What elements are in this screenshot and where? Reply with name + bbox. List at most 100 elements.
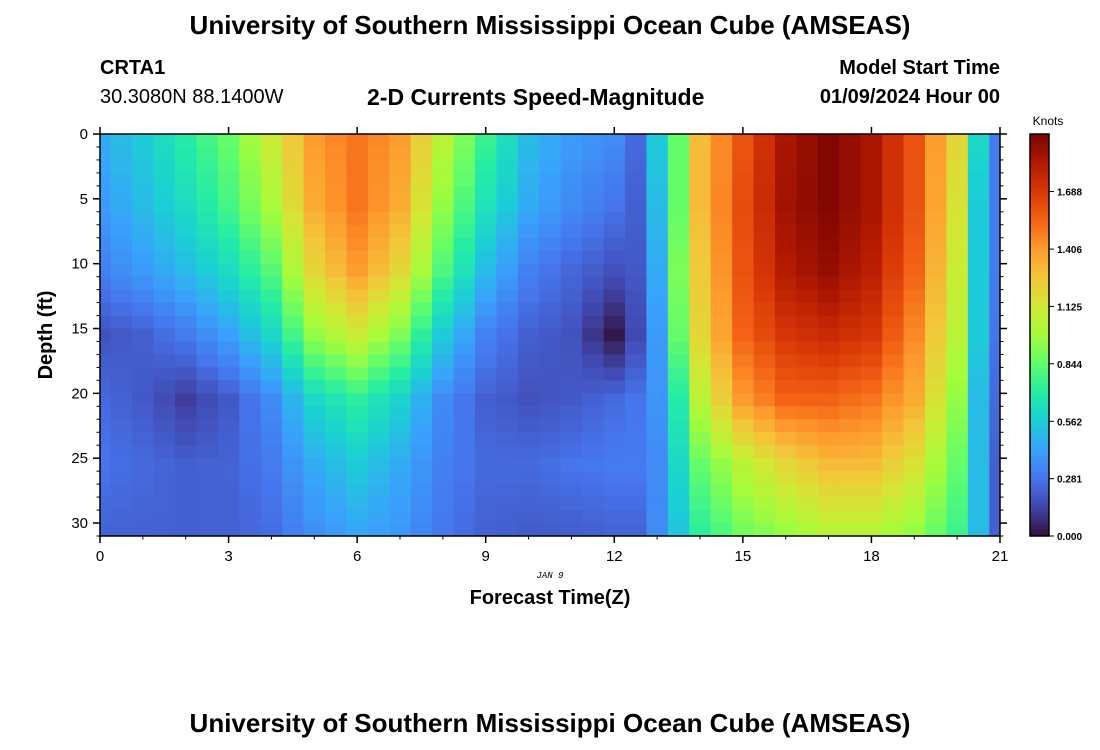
heatmap-cell: [732, 185, 754, 200]
colorbar-segment: [1030, 351, 1049, 356]
heatmap-cell: [603, 406, 626, 420]
heatmap-cell: [882, 172, 904, 187]
heatmap-cell: [132, 406, 154, 420]
heatmap-cell: [496, 523, 519, 537]
heatmap-cell: [432, 185, 454, 200]
heatmap-cell: [132, 237, 154, 252]
heatmap-cell: [260, 134, 283, 148]
colorbar-segment: [1030, 438, 1049, 443]
heatmap-cell: [517, 263, 540, 278]
colorbar-segment: [1030, 512, 1049, 517]
heatmap-cell: [282, 419, 304, 433]
heatmap-cell: [110, 523, 133, 537]
heatmap-cell: [667, 484, 690, 498]
heatmap-cell: [303, 159, 326, 174]
heatmap-cell: [453, 458, 476, 472]
heatmap-cell: [303, 458, 326, 472]
heatmap-cell: [689, 341, 712, 355]
heatmap-cell: [839, 211, 862, 226]
heatmap-cell: [903, 198, 926, 213]
heatmap-cell: [732, 211, 754, 226]
heatmap-cell: [710, 354, 733, 368]
heatmap-cell: [560, 432, 583, 446]
heatmap-cell: [196, 380, 219, 394]
heatmap-cell: [710, 211, 733, 226]
heatmap-cell: [110, 159, 133, 174]
heatmap-cell: [539, 250, 562, 265]
heatmap-cell: [389, 237, 412, 252]
heatmap-cell: [582, 432, 604, 446]
heatmap-cell: [667, 263, 690, 278]
heatmap-cell: [303, 198, 326, 213]
colorbar-segment: [1030, 160, 1049, 165]
heatmap-cell: [967, 224, 990, 239]
heatmap-cell: [860, 159, 883, 174]
heatmap-cell: [860, 484, 883, 498]
heatmap-cell: [903, 510, 926, 524]
heatmap-cell: [496, 341, 519, 355]
colorbar-segment: [1030, 331, 1049, 336]
heatmap-cell: [453, 484, 476, 498]
heatmap-cell: [946, 185, 969, 200]
heatmap-cell: [517, 328, 540, 342]
heatmap-cell: [903, 471, 926, 485]
heatmap-cell: [732, 146, 754, 161]
heatmap-cell: [282, 341, 304, 355]
heatmap-cell: [967, 146, 990, 161]
heatmap-cell: [646, 328, 669, 342]
heatmap-cell: [410, 432, 433, 446]
heatmap-cell: [389, 510, 412, 524]
heatmap-cell: [753, 146, 776, 161]
heatmap-cell: [560, 484, 583, 498]
heatmap-cell: [367, 471, 390, 485]
heatmap-cell: [603, 471, 626, 485]
heatmap-cell: [453, 185, 476, 200]
heatmap-cell: [303, 315, 326, 329]
colorbar-segment: [1030, 525, 1049, 530]
heatmap-cell: [946, 484, 969, 498]
heatmap-cell: [517, 302, 540, 316]
heatmap-cell: [239, 445, 262, 459]
heatmap-cell: [282, 159, 304, 174]
heatmap-cell: [603, 211, 626, 226]
heatmap-cell: [796, 406, 819, 420]
heatmap-cell: [903, 224, 926, 239]
heatmap-cell: [860, 523, 883, 537]
heatmap-cell: [839, 263, 862, 278]
heatmap-cell: [389, 445, 412, 459]
heatmap-cell: [603, 198, 626, 213]
heatmap-cell: [217, 172, 240, 187]
heatmap-cell: [260, 497, 283, 511]
heatmap-cell: [303, 185, 326, 200]
heatmap-cell: [817, 302, 840, 316]
heatmap-cell: [132, 224, 154, 239]
heatmap-cell: [153, 471, 176, 485]
heatmap-cell: [110, 393, 133, 407]
heatmap-cell: [346, 523, 369, 537]
heatmap-cell: [646, 341, 669, 355]
heatmap-cell: [710, 484, 733, 498]
heatmap-cell: [667, 523, 690, 537]
heatmap-cell: [732, 198, 754, 213]
heatmap-cell: [410, 484, 433, 498]
heatmap-cell: [496, 146, 519, 161]
heatmap-cell: [625, 341, 647, 355]
colorbar-segment: [1030, 361, 1049, 366]
heatmap-cell: [196, 172, 219, 187]
colorbar-segment: [1030, 174, 1049, 179]
heatmap-cell: [432, 354, 454, 368]
heatmap-cell: [710, 471, 733, 485]
colorbar-segment: [1030, 532, 1049, 537]
heatmap-cell: [946, 198, 969, 213]
heatmap-cell: [882, 263, 904, 278]
heatmap-cell: [817, 341, 840, 355]
heatmap-cell: [453, 134, 476, 148]
heatmap-cell: [753, 185, 776, 200]
heatmap-cell: [732, 367, 754, 381]
model-start-value: 01/09/2024 Hour 00: [819, 86, 1000, 108]
heatmap-cell: [260, 263, 283, 278]
heatmap-cell: [175, 354, 197, 368]
heatmap-cell: [839, 406, 862, 420]
heatmap-cell: [560, 185, 583, 200]
heatmap-cell: [753, 497, 776, 511]
